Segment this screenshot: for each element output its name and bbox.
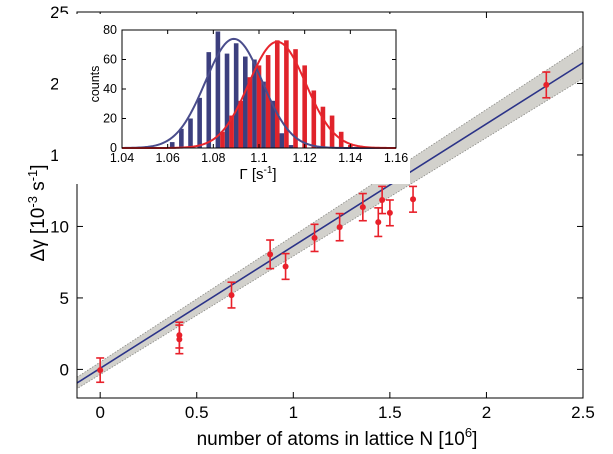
inset-y-tick-label: 60 <box>103 53 117 67</box>
x-tick-label: 1.5 <box>378 403 402 422</box>
data-point <box>266 239 275 270</box>
data-point <box>335 212 344 242</box>
inset-x-tick-label: 1.14 <box>338 151 362 165</box>
histogram-bar <box>256 65 262 148</box>
data-point-marker <box>375 219 382 226</box>
data-point <box>227 281 236 309</box>
data-point-marker <box>336 224 343 231</box>
fit-line <box>76 62 584 384</box>
histogram-bar <box>320 106 326 148</box>
histogram-bar <box>179 128 184 148</box>
data-point-marker <box>282 263 289 270</box>
histogram-bar <box>274 40 280 149</box>
inset-y-tick-label: 20 <box>103 112 117 126</box>
data-point-marker <box>176 336 183 343</box>
histogram-bar <box>252 59 257 148</box>
histogram-bar <box>261 81 266 148</box>
histogram-bar <box>288 145 294 148</box>
histogram-blue <box>169 31 294 149</box>
inset-x-tick-label: 1.04 <box>110 151 134 165</box>
data-point-marker <box>359 204 366 211</box>
histogram-bar <box>279 133 285 148</box>
data-point-marker <box>386 209 393 216</box>
inset-x-axis-label: Γ [s-1] <box>239 165 276 183</box>
x-tick-label: 2.5 <box>571 403 595 422</box>
histogram-bar <box>270 100 275 148</box>
inset-x-tick-label: 1.12 <box>292 151 316 165</box>
data-point-marker <box>97 367 104 374</box>
histogram-bar <box>284 40 289 149</box>
inset-x-tick-label: 1.16 <box>384 151 408 165</box>
x-tick-label: 0.5 <box>185 403 209 422</box>
data-point-marker <box>379 196 386 203</box>
data-point <box>378 185 387 215</box>
data-point <box>542 71 551 99</box>
histogram-bar <box>220 131 225 148</box>
histogram-bar <box>206 52 212 148</box>
histogram-bar <box>302 65 307 148</box>
inset-y-axis-label: counts <box>88 66 102 103</box>
x-tick-label: 0 <box>95 403 104 422</box>
data-point <box>385 199 394 227</box>
histogram-bar <box>197 97 202 148</box>
histogram-bar <box>229 115 234 148</box>
data-point <box>175 324 184 355</box>
histogram-bar <box>243 56 248 148</box>
histogram-bar <box>169 142 175 148</box>
data-point <box>358 192 367 222</box>
data-point-marker <box>410 196 417 203</box>
data-point-marker <box>228 292 235 299</box>
y-tick-label: 0 <box>60 360 69 379</box>
x-tick-label: 2 <box>482 403 491 422</box>
inset-x-tick-label: 1.08 <box>201 151 225 165</box>
data-point <box>310 223 319 253</box>
y-tick-label: 10 <box>50 217 69 236</box>
data-point <box>374 207 383 238</box>
data-point <box>96 357 105 384</box>
inset-y-tick-label: 80 <box>103 23 117 37</box>
data-point-marker <box>543 81 550 88</box>
inset-histogram: 1.04 1.06 1.08 1.1 1.12 1.14 1.16 0 20 40 60 80 <box>58 14 410 184</box>
histogram-bar <box>293 49 298 148</box>
x-tick-label: 1 <box>289 403 298 422</box>
data-point-marker <box>311 234 318 241</box>
histogram-bar <box>224 53 230 148</box>
main-y-axis-label: Δγ [10-3 s-1] <box>25 164 49 261</box>
histogram-bar <box>247 77 253 148</box>
inset-x-tick-label: 1.06 <box>155 151 179 165</box>
inset-y-tick-label: 40 <box>103 82 117 96</box>
inset-x-tick-label: 1.1 <box>250 151 267 165</box>
data-point-marker <box>267 251 274 258</box>
histogram-bar <box>238 100 244 148</box>
inset-y-tick-label: 0 <box>110 141 117 155</box>
data-point <box>281 252 290 281</box>
main-x-axis-label: number of atoms in lattice N [106] <box>197 425 478 450</box>
histogram-bar <box>233 43 239 148</box>
histogram-bar <box>265 55 271 149</box>
y-tick-label: 5 <box>60 289 69 308</box>
histogram-bar <box>188 118 193 148</box>
histogram-bar <box>311 90 317 148</box>
main-plot-frame <box>76 11 584 399</box>
histogram-bar <box>215 31 221 149</box>
data-point <box>409 185 418 213</box>
